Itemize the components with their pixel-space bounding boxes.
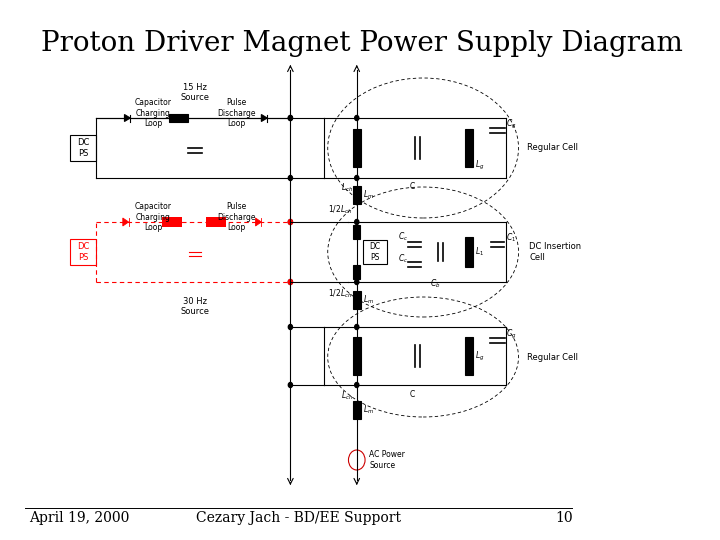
- Text: Capacitor
Charging
Loop: Capacitor Charging Loop: [135, 202, 172, 232]
- Text: DC
PS: DC PS: [77, 138, 89, 158]
- Text: $1/2L_{ch}$: $1/2L_{ch}$: [328, 204, 353, 216]
- Text: Pulse
Discharge
Loop: Pulse Discharge Loop: [217, 98, 256, 128]
- Text: $L_g$: $L_g$: [474, 158, 484, 172]
- Text: Proton Driver Magnet Power Supply Diagram: Proton Driver Magnet Power Supply Diagra…: [42, 30, 683, 57]
- Text: $C_g$: $C_g$: [506, 327, 517, 341]
- Text: Regular Cell: Regular Cell: [527, 353, 578, 361]
- Text: $L_g$: $L_g$: [474, 349, 484, 362]
- Text: DC Insertion
Cell: DC Insertion Cell: [529, 242, 582, 262]
- Text: $L_1$: $L_1$: [474, 246, 484, 258]
- Bar: [353, 225, 361, 239]
- Circle shape: [288, 280, 292, 285]
- Text: Capacitor
Charging
Loop: Capacitor Charging Loop: [135, 98, 172, 128]
- Text: April 19, 2000: April 19, 2000: [29, 511, 130, 525]
- Circle shape: [355, 176, 359, 180]
- Text: Regular Cell: Regular Cell: [527, 144, 578, 152]
- Bar: [364, 240, 387, 264]
- Text: DC
PS: DC PS: [369, 242, 381, 262]
- Text: Pulse
Discharge
Loop: Pulse Discharge Loop: [217, 202, 256, 232]
- Text: $C_b$: $C_b$: [431, 278, 441, 291]
- Bar: [353, 291, 361, 309]
- Text: $L_m$: $L_m$: [363, 189, 374, 201]
- Circle shape: [288, 219, 292, 225]
- Text: $L_m$: $L_m$: [363, 404, 374, 416]
- Polygon shape: [125, 114, 130, 122]
- Text: DC
PS: DC PS: [77, 242, 89, 262]
- Bar: [353, 337, 361, 375]
- Bar: [353, 401, 361, 419]
- Circle shape: [288, 116, 292, 120]
- Bar: [464, 337, 473, 375]
- Bar: [353, 186, 361, 204]
- Bar: [464, 129, 473, 167]
- Polygon shape: [123, 218, 129, 226]
- Circle shape: [288, 116, 292, 120]
- Circle shape: [355, 116, 359, 120]
- Bar: [70, 135, 96, 161]
- Circle shape: [288, 325, 292, 329]
- Circle shape: [355, 382, 359, 388]
- Polygon shape: [261, 114, 267, 122]
- Text: $L_{ch}$: $L_{ch}$: [341, 182, 354, 194]
- Text: $1/2L_{ch}$: $1/2L_{ch}$: [328, 288, 353, 300]
- Polygon shape: [256, 218, 261, 226]
- Bar: [353, 265, 361, 279]
- Circle shape: [355, 325, 359, 329]
- Text: Cezary Jach - BD/EE Support: Cezary Jach - BD/EE Support: [196, 511, 401, 525]
- Bar: [169, 114, 187, 122]
- Text: 10: 10: [555, 511, 572, 525]
- Text: $L_m$: $L_m$: [363, 294, 374, 306]
- Text: $C_1$: $C_1$: [506, 232, 516, 244]
- Circle shape: [288, 382, 292, 388]
- Bar: [162, 217, 181, 227]
- Text: 30 Hz
Source: 30 Hz Source: [181, 297, 210, 316]
- Circle shape: [355, 280, 359, 285]
- Circle shape: [288, 280, 292, 285]
- Circle shape: [355, 219, 359, 225]
- Text: $C_g$: $C_g$: [506, 117, 517, 131]
- Bar: [353, 129, 361, 167]
- Text: AC Power
Source: AC Power Source: [369, 450, 405, 470]
- Bar: [206, 217, 225, 227]
- Text: C: C: [410, 390, 415, 399]
- Text: C: C: [410, 182, 415, 191]
- Circle shape: [288, 219, 292, 225]
- Circle shape: [288, 176, 292, 180]
- Text: $C_c$: $C_c$: [398, 231, 408, 243]
- Bar: [70, 239, 96, 265]
- Text: 15 Hz
Source: 15 Hz Source: [181, 83, 210, 102]
- Text: $C_c$: $C_c$: [398, 253, 408, 265]
- Bar: [464, 237, 473, 267]
- Text: $L_{ch}$: $L_{ch}$: [341, 390, 354, 402]
